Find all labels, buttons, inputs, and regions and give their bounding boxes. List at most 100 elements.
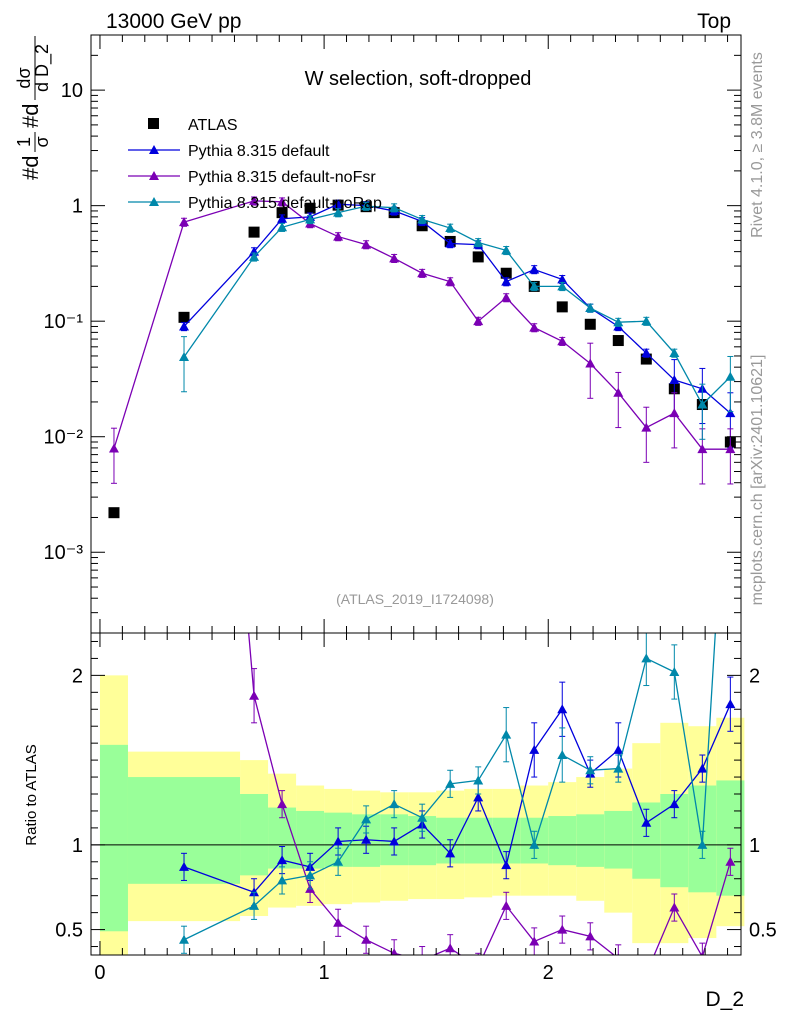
ratio-point-noFsr [445, 943, 456, 953]
point-noFsr [557, 336, 568, 346]
uncertainty-band-inner [716, 780, 745, 896]
point-default [641, 348, 652, 358]
point-noRap [389, 202, 400, 212]
ratio-point-default [641, 817, 652, 827]
ratio-point-default [445, 848, 456, 858]
ratio-y-tick-label-right: 0.5 [749, 920, 777, 942]
point-atlas [612, 335, 624, 347]
point-atlas [178, 311, 190, 323]
point-noRap [361, 201, 372, 211]
mcplots-label: mcplots.cern.ch [arXiv:2401.10621] [749, 355, 766, 606]
point-noRap [641, 316, 652, 326]
ratio-plot: 2 2 1 1 0.5 0.5 0 1 2 Ratio to ATLAS D_2 [23, 399, 777, 1011]
point-noFsr [108, 443, 119, 453]
ratio-point-default [389, 836, 400, 846]
ratio-y-label: Ratio to ATLAS [23, 744, 40, 845]
y-tick-label: 1 [72, 196, 83, 218]
uncertainty-band-inner [464, 817, 493, 864]
ratio-point-noRap [529, 839, 540, 849]
point-noRap [613, 317, 624, 327]
series-line-default [183, 203, 731, 414]
ratio-point-default [473, 792, 484, 802]
ratio-point-noRap [305, 870, 316, 880]
ratio-point-noFsr [277, 799, 288, 809]
header-right: Top [697, 10, 731, 33]
svg-text:#d: #d [18, 104, 43, 128]
ratio-point-noFsr [557, 924, 568, 934]
legend-marker-default [149, 145, 159, 154]
header-left: 13000 GeV pp [106, 10, 241, 33]
point-default [725, 408, 736, 418]
ratio-point-noRap [389, 799, 400, 809]
ratio-point-noRap [333, 856, 344, 866]
point-noFsr [389, 253, 400, 263]
legend: ATLAS Pythia 8.315 default Pythia 8.315 de… [128, 117, 382, 212]
ratio-y-tick-label: 0.5 [55, 920, 83, 942]
svg-text:1: 1 [14, 137, 34, 147]
y-tick-label: 10⁻³ [44, 542, 84, 564]
point-noFsr [641, 422, 652, 432]
ratio-point-noFsr [725, 856, 736, 866]
point-atlas [472, 251, 484, 263]
y-tick-label: 10⁻¹ [44, 311, 84, 333]
ratio-point-default [697, 763, 708, 773]
ratio-point-noFsr [700, 951, 705, 955]
point-noFsr [249, 195, 260, 205]
legend-marker-noRap [149, 197, 159, 206]
ratio-y-tick-label: 2 [72, 665, 83, 687]
point-noRap [249, 251, 260, 261]
ratio-point-noRap [473, 775, 484, 785]
ratio-point-noRap [249, 900, 260, 910]
point-noRap [333, 207, 344, 217]
ratio-point-noRap [641, 653, 652, 663]
svg-text:d D_2: d D_2 [32, 44, 53, 92]
point-noRap [473, 237, 484, 247]
y-axis-label: #d 1 σ #d dσ d D_2 [14, 36, 53, 180]
point-default [333, 199, 344, 209]
point-atlas [500, 267, 512, 279]
series-line-noRap [183, 205, 731, 406]
point-noFsr [333, 231, 344, 241]
point-default [669, 374, 680, 384]
ratio-point-noFsr [109, 399, 119, 408]
uncertainty-band-inner [548, 816, 577, 866]
ratio-point-default [669, 799, 680, 809]
point-default [557, 274, 568, 284]
ratio-y-tick-label: 1 [72, 835, 83, 857]
ratio-point-noFsr [333, 917, 344, 927]
point-atlas [556, 301, 568, 313]
ratio-y-tick-label-right: 1 [749, 835, 760, 857]
ratio-point-default [529, 744, 540, 754]
ratio-point-noFsr [585, 931, 596, 941]
point-noRap [417, 214, 428, 224]
ratio-point-default [277, 855, 288, 865]
ratio-point-noRap [557, 750, 568, 760]
ratio-point-noFsr [501, 900, 512, 910]
ratio-point-noFsr [417, 955, 427, 964]
ratio-point-noRap [501, 729, 512, 739]
point-noRap [501, 245, 512, 255]
ratio-point-default [333, 836, 344, 846]
legend-label-noRap: Pythia 8.315 default-noRap [188, 195, 382, 212]
svg-text:#d: #d [18, 156, 43, 180]
point-atlas [108, 507, 120, 519]
point-noFsr [613, 387, 624, 397]
y-tick-label: 10⁻² [44, 427, 84, 449]
point-noFsr [179, 217, 190, 227]
ratio-point-default [179, 861, 190, 871]
point-atlas [584, 318, 596, 330]
point-noFsr [501, 292, 512, 302]
point-noFsr [697, 444, 708, 454]
point-default [445, 238, 456, 248]
point-default [501, 276, 512, 286]
svg-text:dσ: dσ [14, 67, 34, 88]
point-noFsr [669, 408, 680, 418]
x-tick-label: 2 [543, 962, 554, 984]
ratio-point-noFsr [669, 902, 680, 912]
ratio-point-default [613, 744, 624, 754]
ratio-point-noRap [669, 666, 680, 676]
x-axis-label: D_2 [705, 988, 744, 1011]
ratio-point-default [725, 699, 736, 709]
point-noFsr [725, 444, 736, 454]
